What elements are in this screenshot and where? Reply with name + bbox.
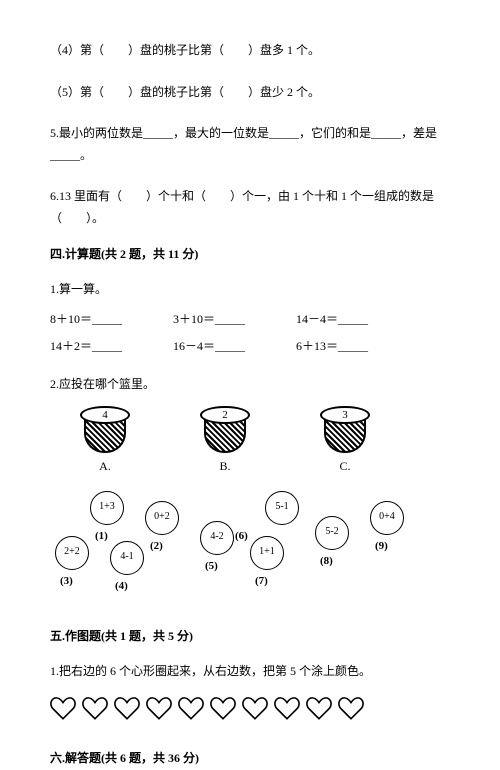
heart-icon	[274, 697, 300, 721]
section-5-q1: 1.把右边的 6 个心形圈起来，从右边数，把第 5 个涂上颜色。	[50, 661, 450, 683]
calc-item: 8＋10＝_____	[50, 309, 170, 331]
heart-icon	[178, 697, 204, 721]
section-6-title: 六.解答题(共 6 题，共 36 分)	[50, 748, 450, 770]
ball: 5-1	[265, 491, 299, 525]
ball-number: (3)	[60, 572, 73, 592]
heart-icon	[114, 697, 140, 721]
ball-number: (9)	[375, 537, 388, 557]
question-5-sub5: （5）第（ ）盘的桃子比第（ ）盘少 2 个。	[50, 82, 450, 104]
heart-icon	[210, 697, 236, 721]
heart-icon	[306, 697, 332, 721]
heart-icon	[338, 697, 364, 721]
ball: 2+2	[55, 536, 89, 570]
ball: 1+3	[90, 491, 124, 525]
section-5-title: 五.作图题(共 1 题，共 5 分)	[50, 626, 450, 648]
question-4: （4）第（ ）盘的桃子比第（ ）盘多 1 个。	[50, 40, 450, 62]
ball-number: (2)	[150, 537, 163, 557]
ball-number: (8)	[320, 552, 333, 572]
basket: 2B.	[195, 406, 255, 478]
section-4-title: 四.计算题(共 2 题，共 11 分)	[50, 244, 450, 266]
basket: 3C.	[315, 406, 375, 478]
heart-icon	[82, 697, 108, 721]
hearts-row	[50, 697, 450, 729]
calc-item: 14＋2＝_____	[50, 336, 170, 358]
ball: 5-2	[315, 516, 349, 550]
calc-row-1: 8＋10＝_____ 3＋10＝_____ 14－4＝_____	[50, 309, 450, 331]
ball-number: (5)	[205, 557, 218, 577]
calc-item: 3＋10＝_____	[173, 309, 293, 331]
basket-title: 2.应投在哪个篮里。	[50, 374, 450, 396]
basket: 4A.	[75, 406, 135, 478]
heart-icon	[146, 697, 172, 721]
question-6: 6.13 里面有（ ）个十和（ ）个一，由 1 个十和 1 个一组成的数是（ ）…	[50, 186, 450, 229]
ball-number: (1)	[95, 527, 108, 547]
ball: 4-2	[200, 521, 234, 555]
calc-row-2: 14＋2＝_____ 16－4＝_____ 6＋13＝_____	[50, 336, 450, 358]
ball-number: (7)	[255, 572, 268, 592]
heart-icon	[242, 697, 268, 721]
question-5: 5.最小的两位数是_____，最大的一位数是_____，它们的和是_____，差…	[50, 123, 450, 166]
baskets-diagram: 4A. 2B. 3C. 1+3 (1) 0+2 (2) 2+2 (3) 4-1 (4) 4-2 (5) 1…	[50, 406, 430, 606]
calc-item: 6＋13＝_____	[296, 336, 416, 358]
ball-number: (4)	[115, 577, 128, 597]
calc-item: 14－4＝_____	[296, 309, 416, 331]
ball: 0+4	[370, 501, 404, 535]
calc-item: 16－4＝_____	[173, 336, 293, 358]
heart-icon	[50, 697, 76, 721]
ball: 1+1	[250, 536, 284, 570]
ball: 0+2	[145, 501, 179, 535]
ball-number: (6)	[235, 527, 248, 547]
ball: 4-1	[110, 541, 144, 575]
calc-title: 1.算一算。	[50, 279, 450, 301]
